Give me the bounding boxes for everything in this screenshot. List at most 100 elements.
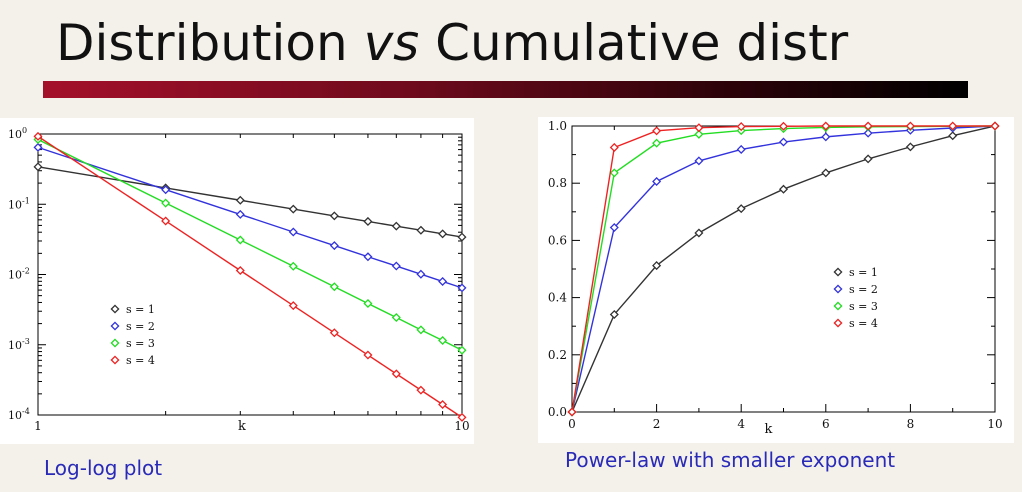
data-point <box>391 369 401 379</box>
x-tick-label: 10 <box>987 417 1002 431</box>
y-tick-label: 10-2 <box>8 267 30 282</box>
loglog-chart: 100 10-1 10-2 10-3 10-4 1 10 k s = 1 s = 2 s = 3 s … <box>8 126 470 434</box>
data-point <box>416 325 426 335</box>
data-point <box>778 137 789 147</box>
data-point <box>567 407 577 417</box>
data-point <box>990 121 1000 131</box>
series-line <box>571 125 996 413</box>
data-point <box>416 385 426 395</box>
data-point <box>329 241 339 251</box>
data-point <box>694 129 704 139</box>
data-point <box>821 168 831 178</box>
data-point <box>457 232 467 242</box>
y-tick-label: 10-3 <box>8 337 30 352</box>
data-point <box>736 122 746 132</box>
data-point <box>778 184 789 194</box>
title-part1: Distribution <box>56 14 364 72</box>
data-point <box>416 269 426 279</box>
cumulative-chart: 0 2 4 6 8 10 0.0 0.2 0.4 0.6 0.8 1.0 k s = 1 s = 2 s = … <box>548 119 1003 437</box>
data-point <box>288 204 298 214</box>
legend-marker <box>833 284 843 294</box>
y-tick-label: 10-4 <box>8 407 30 422</box>
data-point <box>329 328 339 338</box>
data-point <box>288 301 298 311</box>
data-point <box>736 144 746 154</box>
data-point <box>391 221 401 231</box>
y-tick-label: 100 <box>8 126 27 141</box>
legend-label: s = 1 <box>126 303 155 316</box>
series-line <box>37 146 463 289</box>
legend-label: s = 4 <box>849 317 878 330</box>
data-point <box>652 126 662 136</box>
title-vs: vs <box>363 14 420 72</box>
legend-marker <box>110 338 120 348</box>
data-point <box>778 121 789 131</box>
data-point <box>391 261 401 271</box>
data-point <box>329 282 339 292</box>
data-point <box>905 121 915 131</box>
data-point <box>438 276 448 286</box>
caption-cumulative: Power-law with smaller exponent <box>565 448 896 472</box>
data-point <box>391 313 401 323</box>
data-point <box>609 223 619 233</box>
y-tick-label: 0.8 <box>548 176 567 190</box>
series-line <box>571 125 995 413</box>
data-point <box>652 176 662 187</box>
data-point <box>694 123 704 133</box>
caption-loglog: Log-log plot <box>44 456 163 480</box>
data-point <box>609 168 619 178</box>
data-point <box>416 225 426 235</box>
x-tick-label: 8 <box>907 417 915 431</box>
cumulative-chart-panel: 0 2 4 6 8 10 0.0 0.2 0.4 0.6 0.8 1.0 k s = 1 s = 2 s = … <box>538 117 1014 443</box>
x-tick-label: 10 <box>454 419 469 433</box>
legend-label: s = 2 <box>849 283 878 296</box>
legend-label: s = 3 <box>126 337 155 350</box>
data-point <box>161 198 171 208</box>
title-gradient-bar <box>43 81 968 98</box>
series-line <box>37 138 463 351</box>
legend-marker <box>833 301 843 311</box>
data-point <box>329 211 339 221</box>
data-point <box>161 216 171 226</box>
data-point <box>652 138 662 148</box>
x-tick-label: 6 <box>822 417 830 431</box>
data-point <box>609 142 619 152</box>
data-point <box>33 162 43 172</box>
data-point <box>235 235 245 245</box>
loglog-chart-panel: 100 10-1 10-2 10-3 10-4 1 10 k s = 1 s = 2 s = 3 s … <box>0 118 474 444</box>
data-point <box>863 121 873 131</box>
data-point <box>235 195 245 205</box>
data-point <box>363 350 373 360</box>
y-tick-label: 0.2 <box>548 348 567 362</box>
data-point <box>235 265 245 276</box>
data-point <box>457 283 467 293</box>
data-point <box>736 204 746 214</box>
data-point <box>438 335 448 346</box>
legend-label: s = 2 <box>126 320 155 333</box>
series-line <box>37 135 463 418</box>
data-point <box>609 309 619 319</box>
data-point <box>457 345 467 355</box>
legend-marker <box>110 304 120 314</box>
data-point <box>33 131 43 141</box>
data-point <box>161 185 171 195</box>
data-point <box>948 131 958 141</box>
data-point <box>363 216 373 226</box>
data-point <box>694 156 704 166</box>
x-tick-label: 1 <box>34 419 42 433</box>
data-point <box>863 128 873 138</box>
legend-marker <box>833 318 843 328</box>
legend-label: s = 1 <box>849 266 878 279</box>
x-axis-label: k <box>765 422 773 437</box>
y-tick-label: 0.6 <box>548 233 567 247</box>
y-tick-label: 0.0 <box>548 405 567 419</box>
legend-label: s = 4 <box>126 354 155 367</box>
data-point <box>905 142 915 152</box>
legend-marker <box>833 267 843 277</box>
data-point <box>863 154 873 164</box>
data-point <box>438 229 448 239</box>
y-tick-label: 10-1 <box>8 196 30 211</box>
series-line <box>571 125 996 413</box>
data-point <box>288 227 298 237</box>
series-line <box>571 125 996 413</box>
